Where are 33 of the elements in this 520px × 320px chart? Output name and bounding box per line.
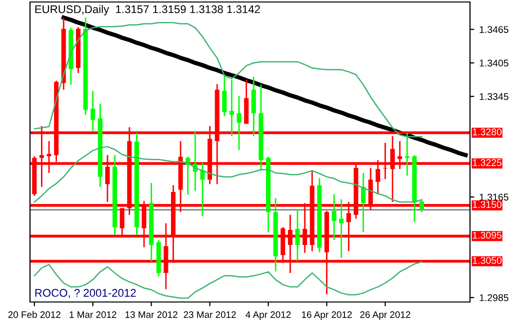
x-tick-label: 13 Mar 2012 <box>126 311 178 318</box>
candlestick <box>332 193 336 241</box>
candlestick <box>361 172 366 233</box>
candlestick <box>236 95 242 151</box>
line-series <box>34 146 422 203</box>
y-tick-label: 1.3165 <box>480 194 508 201</box>
candlestick <box>419 200 424 213</box>
ref-line-label: 1.3050 <box>472 256 502 264</box>
candlestick <box>404 132 410 176</box>
x-tick-label: 20 Feb 2012 <box>8 311 60 318</box>
chart-title: EURUSD,Daily 1.3157 1.3159 1.3138 1.3142 <box>35 5 260 16</box>
y-tick-label: 1.2985 <box>480 294 508 302</box>
candlestick <box>229 78 234 137</box>
candlestick <box>251 76 256 137</box>
ref-line-label: 1.3225 <box>472 159 502 166</box>
line-series <box>34 261 422 299</box>
x-tick-label: 1 Mar 2012 <box>70 311 116 318</box>
candlestick <box>295 208 300 262</box>
y-tick-label: 1.3405 <box>480 60 508 67</box>
x-tick-label: 16 Apr 2012 <box>302 311 352 320</box>
y-tick-label: 1.3345 <box>480 93 508 100</box>
ref-line-label: 1.3280 <box>472 128 502 136</box>
ref-line-label: 1.3095 <box>472 232 502 239</box>
line-series <box>34 22 422 138</box>
annotation: ROCO, ? 2001-2012 <box>35 288 136 298</box>
y-tick-label: 1.3465 <box>480 26 508 33</box>
x-tick-label: 4 Apr 2012 <box>246 311 291 320</box>
x-tick-label: 23 Mar 2012 <box>184 311 236 318</box>
candlestick <box>222 74 227 117</box>
candlestick <box>200 162 205 217</box>
ref-line-label: 1.3150 <box>472 201 502 208</box>
candlestick <box>90 90 96 132</box>
x-tick-label: 26 Apr 2012 <box>360 311 410 320</box>
